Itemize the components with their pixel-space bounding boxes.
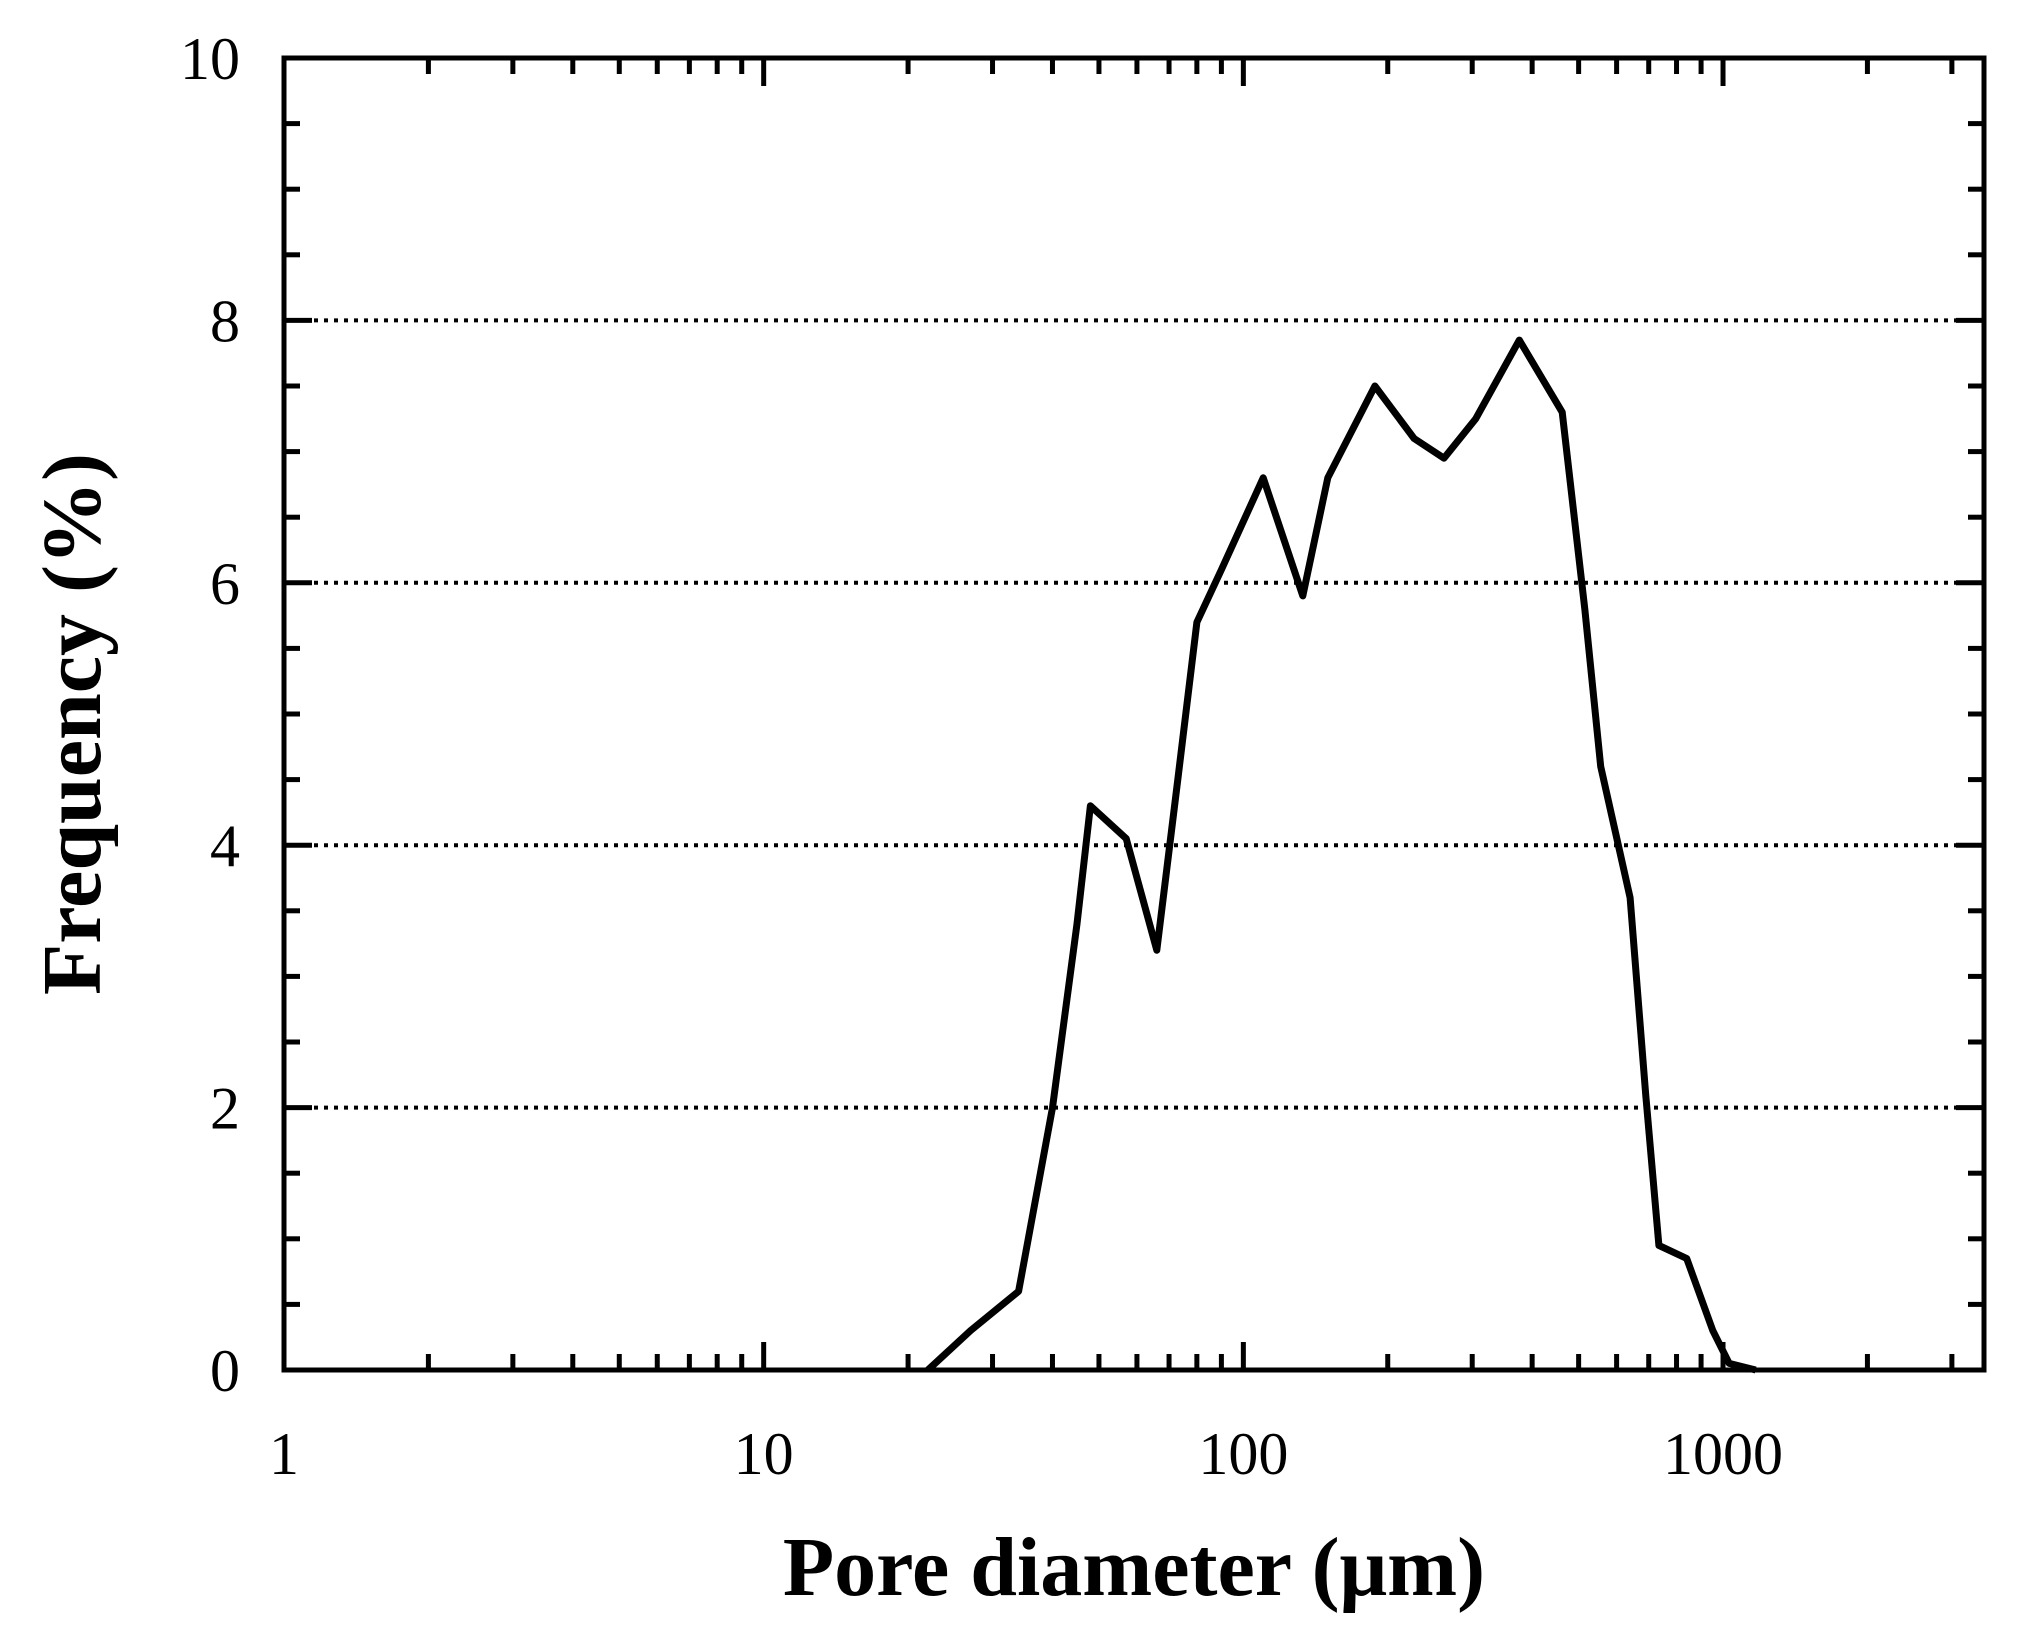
x-tick-label: 1: [269, 1421, 299, 1487]
x-tick-label: 1000: [1663, 1421, 1783, 1487]
y-tick-label: 10: [180, 26, 240, 92]
y-tick-label: 0: [210, 1338, 240, 1404]
plot-frame: [281, 55, 1987, 1373]
x-axis-title: Pore diameter (μm): [783, 1521, 1485, 1614]
grid-lines: [284, 318, 1984, 1110]
y-tick-label: 4: [210, 813, 240, 879]
y-tick-label: 8: [210, 288, 240, 354]
x-tick-label: 100: [1198, 1421, 1288, 1487]
y-axis-tick-labels: 0 2 4 6 8 10: [180, 26, 240, 1404]
x-axis-tick-labels: 1 10 100 1000: [269, 1421, 1783, 1487]
y-tick-label: 6: [210, 551, 240, 617]
frequency-series-line: [925, 336, 1757, 1374]
y-tick-label: 2: [210, 1076, 240, 1142]
y-axis-title: Frequency (%): [26, 453, 119, 995]
x-tick-label: 10: [734, 1421, 794, 1487]
axis-ticks: [281, 55, 1984, 1373]
